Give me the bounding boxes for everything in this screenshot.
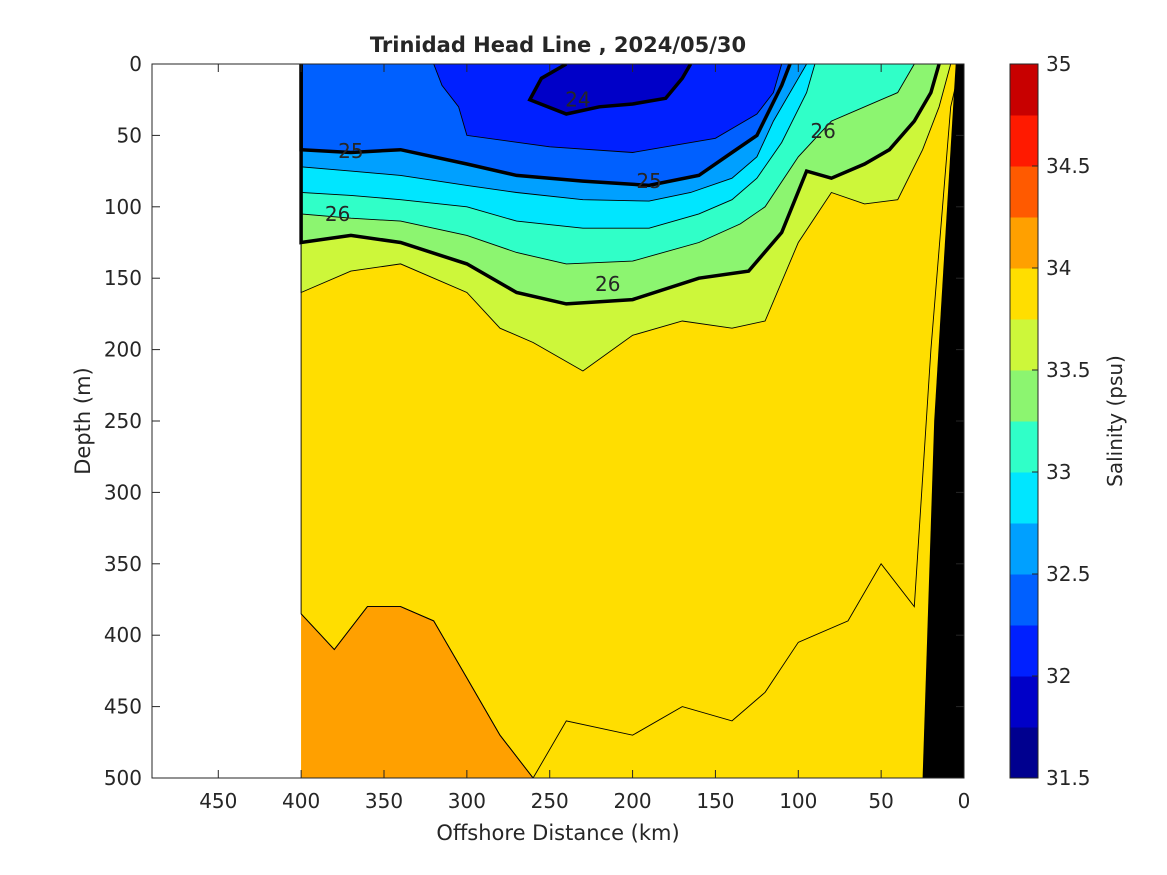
colorbar-segment (1010, 268, 1038, 320)
colorbar-tick-label: 34.5 (1046, 154, 1091, 178)
y-axis-label: Depth (m) (71, 367, 95, 474)
isoline (300, 64, 807, 202)
y-tick-label: 50 (117, 123, 142, 147)
colorbar-tick-label: 32 (1046, 664, 1071, 688)
contour-label: 26 (325, 202, 350, 226)
y-tick-label: 0 (129, 52, 142, 76)
sea-floor-mask (922, 64, 964, 778)
colorbar-segment (1010, 625, 1038, 677)
y-tick-label: 250 (104, 409, 142, 433)
colorbar-segment (1010, 574, 1038, 626)
salinity-band-32 (529, 64, 691, 114)
isoline (433, 64, 783, 153)
salinity-band-34-25 (301, 606, 534, 778)
colorbar-frame (1009, 63, 1039, 779)
colorbar-tick-label: 31.5 (1046, 766, 1091, 790)
sea-floor (922, 64, 964, 778)
colorbar-segment (1010, 64, 1038, 116)
density-contour-bold (299, 64, 941, 306)
colorbar-tick-label: 33.5 (1046, 358, 1091, 382)
contour-label: 26 (810, 119, 835, 143)
x-tick-label: 400 (282, 789, 320, 813)
contour-label: 24 (565, 88, 590, 112)
colorbar-segment (1010, 421, 1038, 473)
y-tick-label: 500 (104, 766, 142, 790)
contour-label: 25 (338, 139, 363, 163)
x-tick-label: 200 (613, 789, 651, 813)
y-tick-label: 450 (104, 695, 142, 719)
density-contour-bold (527, 64, 693, 116)
density-contour-labels: 24 25 25 26 26 26 (325, 88, 836, 296)
salinity-contour-fills (301, 64, 964, 778)
colorbar: 31.5 32 32.5 33 33.5 34 34.5 35 (1009, 52, 1091, 790)
colorbar-segment (1010, 319, 1038, 371)
y-tick-label: 100 (104, 195, 142, 219)
colorbar-segment (1010, 523, 1038, 575)
salinity-band-32-25 (433, 64, 782, 153)
isoline (300, 64, 915, 265)
x-tick-label: 50 (868, 789, 893, 813)
y-tick-label: 400 (104, 623, 142, 647)
colorbar-tick-label: 34 (1046, 256, 1071, 280)
colorbar-tick-label: 32.5 (1046, 562, 1091, 586)
x-tick-label: 100 (779, 789, 817, 813)
y-axis-ticks: 0 50 100 150 200 250 300 350 400 450 500 (104, 52, 964, 790)
x-axis-label: Offshore Distance (km) (436, 821, 679, 845)
colorbar-segment (1010, 217, 1038, 269)
x-tick-label: 250 (531, 789, 569, 813)
contour-label: 26 (595, 272, 620, 296)
colorbar-segment (1010, 727, 1038, 779)
x-axis-ticks: 450 400 350 300 250 200 150 100 50 0 (199, 64, 970, 813)
colorbar-label: Salinity (psu) (1103, 355, 1127, 487)
isoline (300, 606, 534, 778)
colorbar-segment (1010, 115, 1038, 167)
colorbar-tick-label: 33 (1046, 460, 1071, 484)
colorbar-segment (1010, 370, 1038, 422)
contour-label: 25 (636, 169, 661, 193)
y-tick-label: 300 (104, 480, 142, 504)
x-tick-label: 450 (199, 789, 237, 813)
density-contour-lines (299, 64, 962, 778)
colorbar-segment (1010, 676, 1038, 728)
y-tick-label: 150 (104, 266, 142, 290)
x-tick-label: 350 (365, 789, 403, 813)
colorbar-segment (1010, 472, 1038, 524)
isoline (300, 64, 816, 229)
isoline (300, 64, 952, 372)
colorbar-segment (1010, 166, 1038, 218)
colorbar-tick-label: 35 (1046, 52, 1071, 76)
density-contour-bold (299, 64, 792, 188)
x-tick-label: 300 (448, 789, 486, 813)
x-tick-label: 0 (958, 789, 971, 813)
y-tick-label: 200 (104, 338, 142, 362)
chart-title: Trinidad Head Line , 2024/05/30 (370, 33, 746, 57)
y-tick-label: 350 (104, 552, 142, 576)
x-tick-label: 150 (696, 789, 734, 813)
